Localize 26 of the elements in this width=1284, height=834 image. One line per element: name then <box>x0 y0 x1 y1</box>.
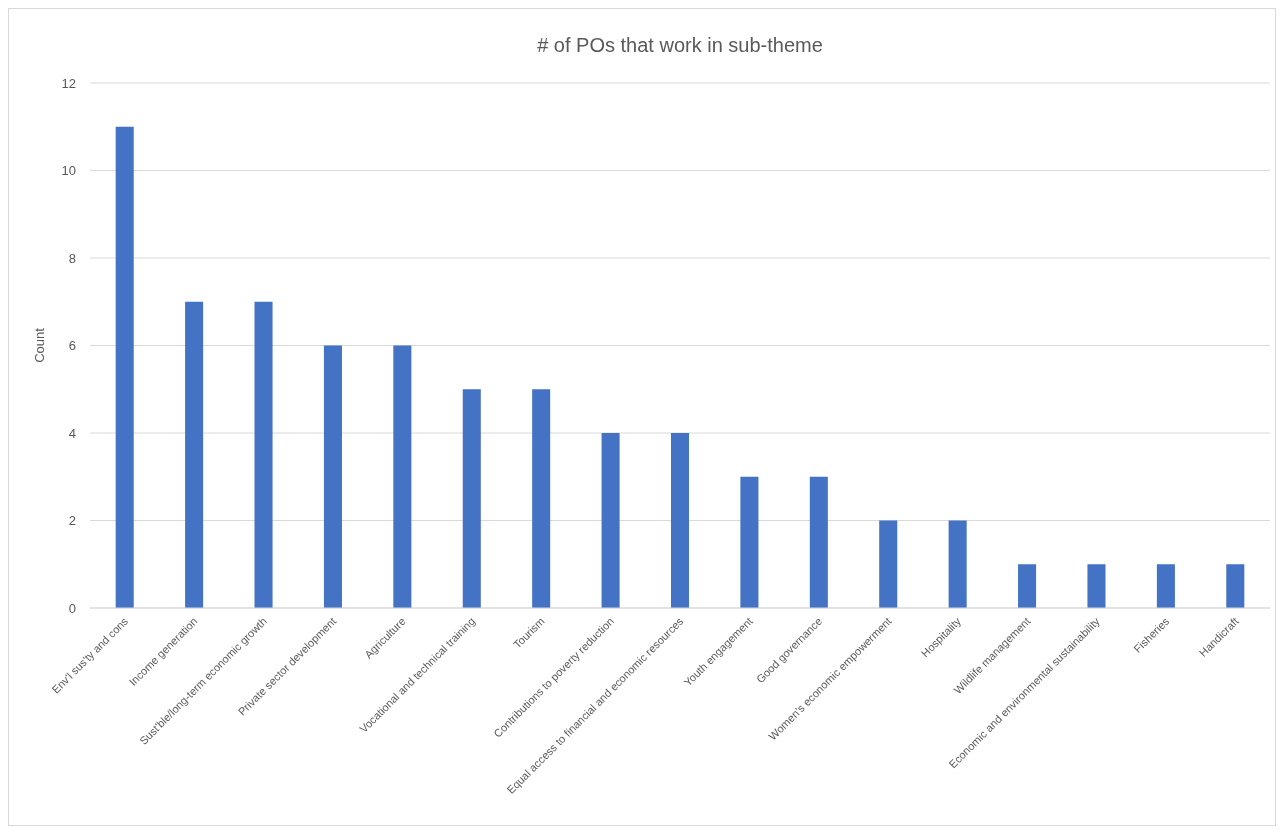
y-tick-label: 0 <box>68 600 76 616</box>
y-tick-label: 4 <box>68 425 76 441</box>
y-tick-label: 6 <box>68 338 76 354</box>
bar <box>254 301 273 608</box>
bar <box>1018 564 1037 608</box>
bar <box>948 520 967 608</box>
bar <box>1226 564 1245 608</box>
bar <box>115 126 134 608</box>
bar <box>323 345 342 608</box>
bar <box>1087 564 1106 608</box>
bar <box>601 433 620 608</box>
y-tick-label: 12 <box>61 75 76 91</box>
bar <box>740 476 759 608</box>
bar <box>185 301 204 608</box>
bar <box>879 520 898 608</box>
y-tick-label: 8 <box>68 250 76 266</box>
y-tick-label: 10 <box>61 163 76 179</box>
bar <box>393 345 412 608</box>
bar <box>532 389 551 608</box>
y-axis-title: Count <box>32 327 47 363</box>
bar <box>809 476 828 608</box>
bar <box>1156 564 1175 608</box>
bar <box>670 433 690 608</box>
bar <box>462 389 481 608</box>
chart-title: # of POs that work in sub-theme <box>537 34 823 56</box>
y-tick-label: 2 <box>68 513 76 529</box>
